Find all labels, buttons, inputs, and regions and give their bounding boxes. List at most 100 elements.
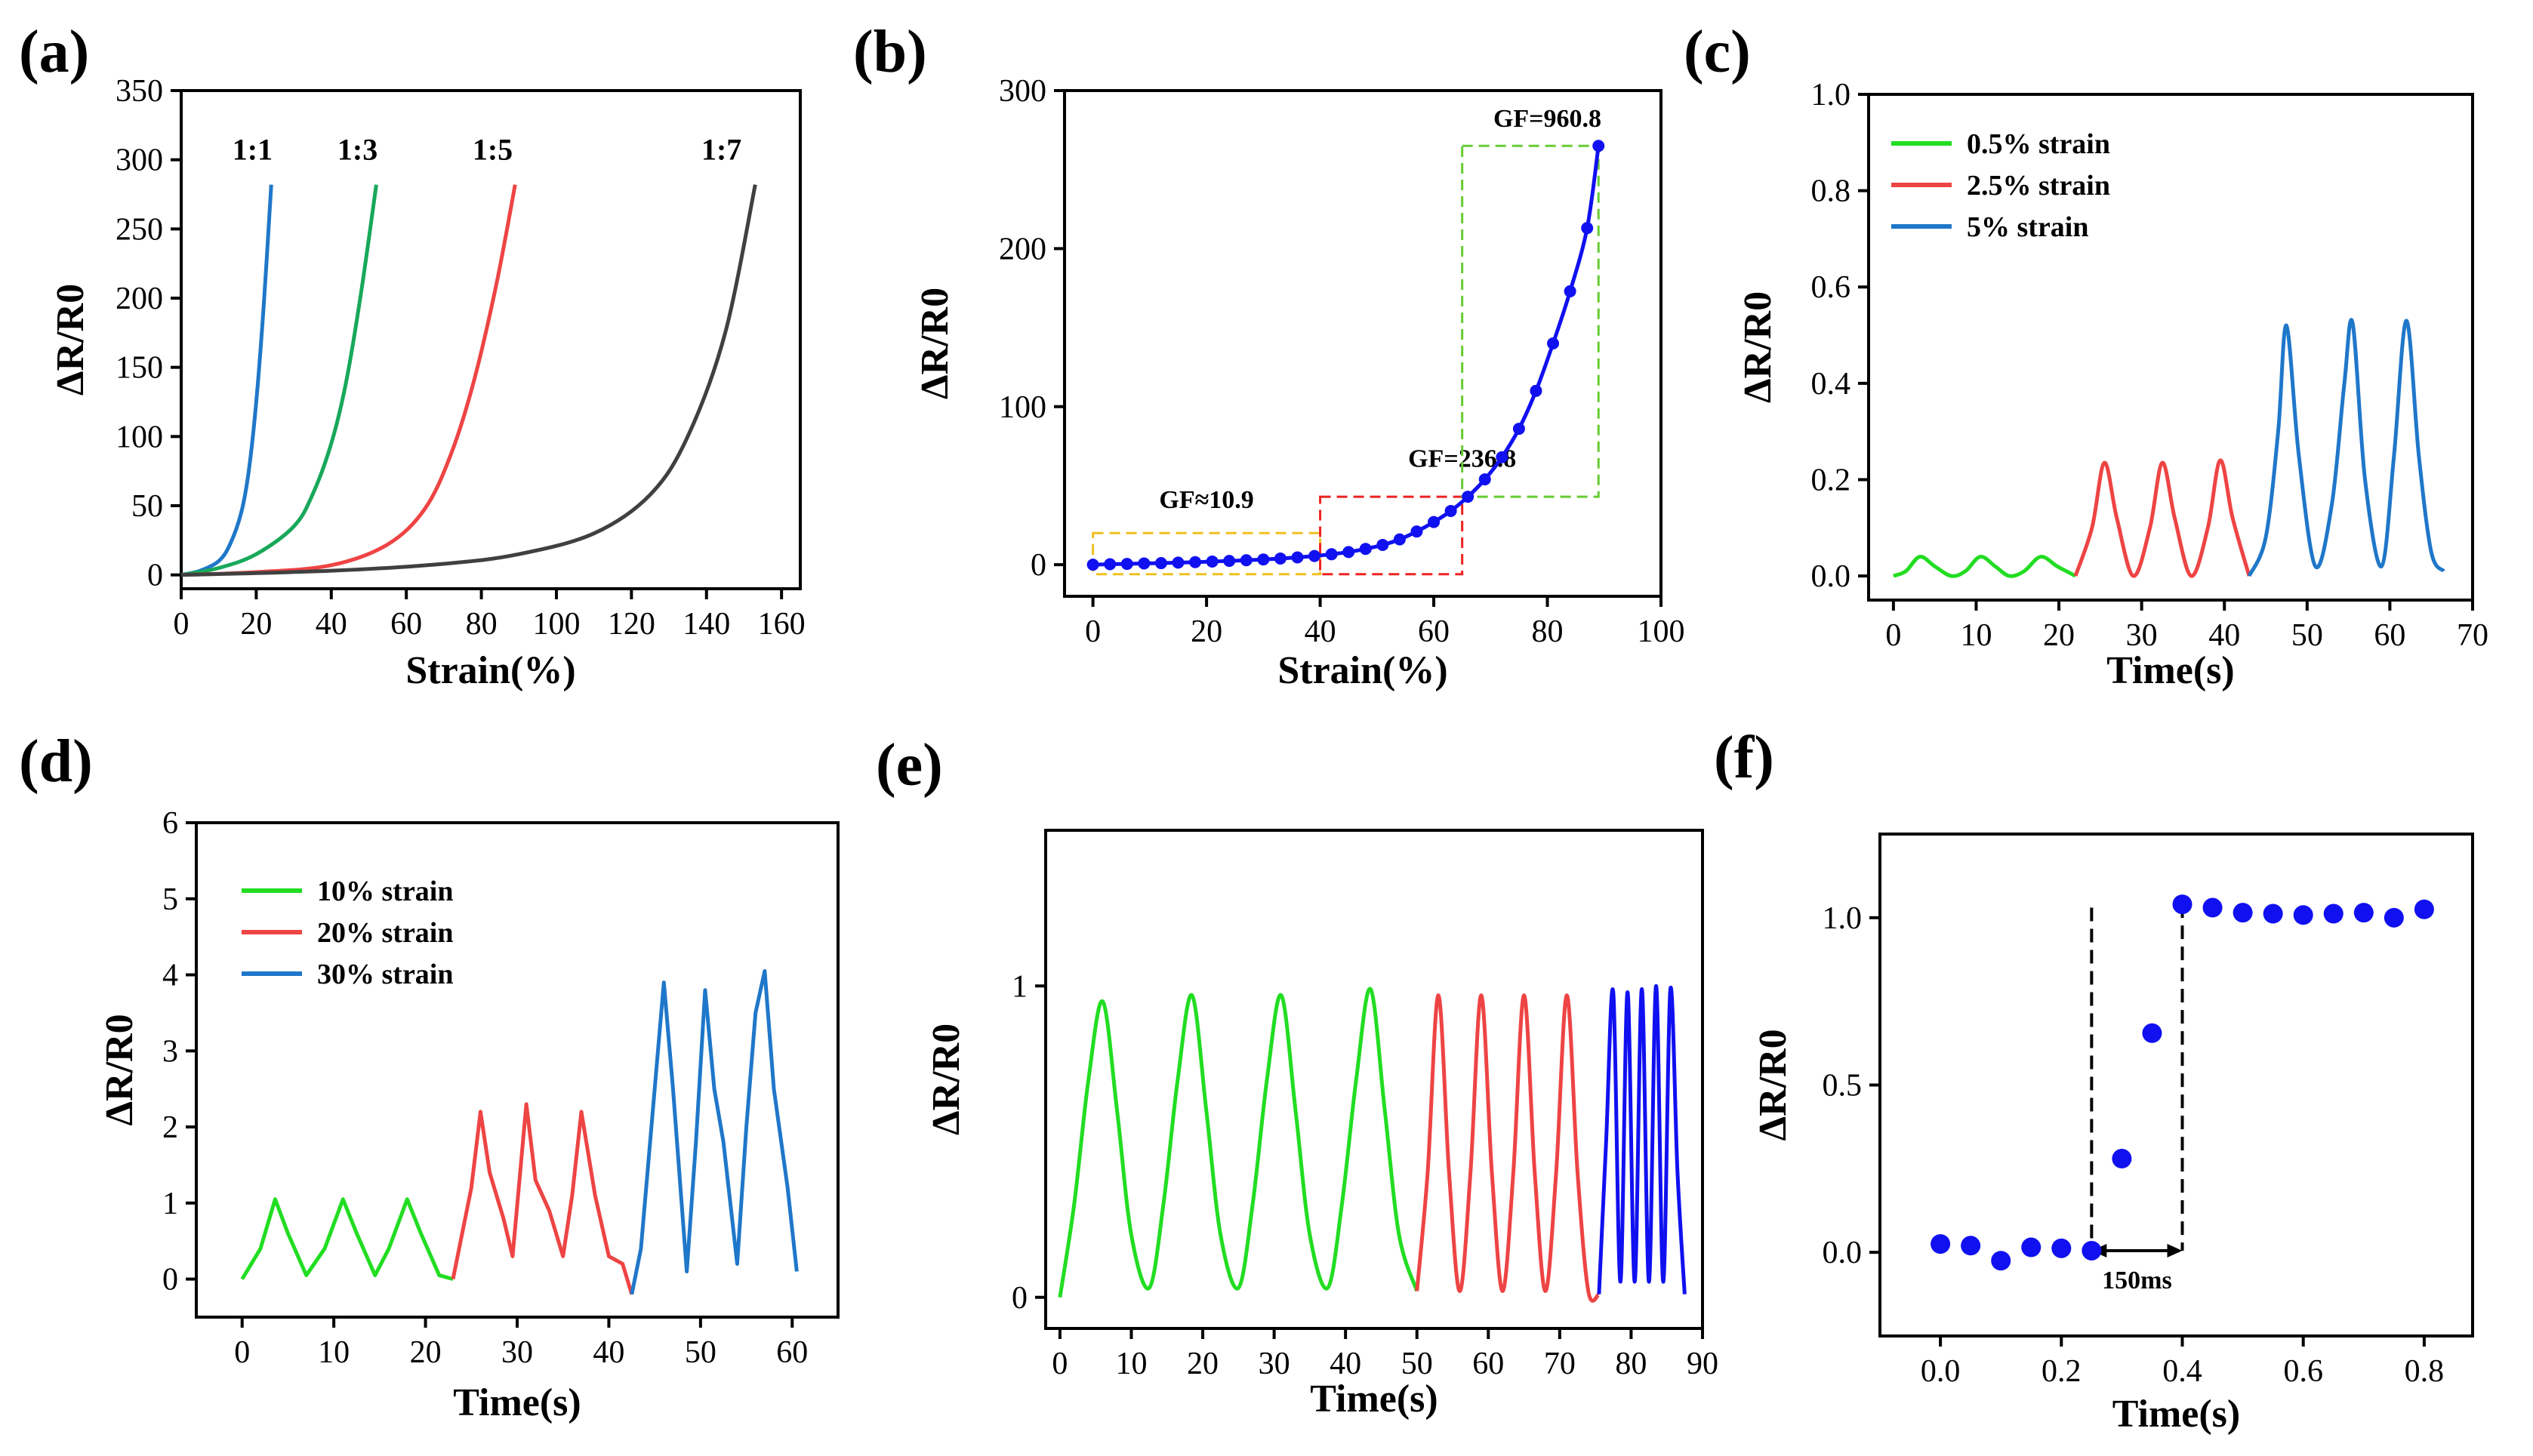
x-axis-label: Time(s) bbox=[2112, 1393, 2240, 1436]
panel-letter-b: (b) bbox=[853, 19, 927, 85]
legend-label: 5% strain bbox=[1967, 211, 2089, 243]
legend-label: 10% strain bbox=[317, 876, 454, 907]
series-line bbox=[2247, 318, 2445, 577]
y-tick-label: 250 bbox=[116, 212, 163, 247]
x-axis-label: Time(s) bbox=[2106, 649, 2234, 692]
x-tick-label: 0.8 bbox=[2405, 1354, 2445, 1389]
panel-letter-c: (c) bbox=[1684, 19, 1751, 85]
x-tick-label: 20 bbox=[410, 1335, 442, 1370]
data-point bbox=[1530, 384, 1542, 397]
data-point bbox=[1512, 423, 1525, 436]
panel-d-chart: 0 10 20 30 40 50 60 0 1 2 3 4 5 6 Time(s) ΔR/R0 10% stra… bbox=[98, 806, 840, 1424]
x-tick-label: 20 bbox=[1187, 1347, 1219, 1381]
series-line bbox=[1415, 993, 1601, 1303]
x-tick-label: 90 bbox=[1687, 1347, 1718, 1381]
response-time-label: 150ms bbox=[2102, 1267, 2172, 1294]
data-point bbox=[1189, 556, 1202, 568]
y-tick-label: 1 bbox=[162, 1187, 178, 1221]
data-point bbox=[1961, 1236, 1981, 1256]
y-axis-label: ΔR/R0 bbox=[925, 1024, 968, 1135]
data-point bbox=[1410, 525, 1423, 538]
x-tick-label: 60 bbox=[776, 1335, 808, 1370]
gf-region-box bbox=[1461, 144, 1600, 498]
y-tick-label: 4 bbox=[162, 959, 178, 993]
x-axis-label: Strain(%) bbox=[405, 649, 575, 692]
data-point bbox=[1342, 546, 1355, 559]
legend-label: 2.5% strain bbox=[1967, 170, 2110, 202]
data-point bbox=[1154, 557, 1167, 570]
plot-frame bbox=[1867, 93, 2474, 602]
data-point bbox=[2263, 903, 2283, 924]
y-tick-label: 0.8 bbox=[1811, 174, 1851, 209]
series-line bbox=[240, 1197, 454, 1282]
panel-b-chart: 0 20 40 60 80 100 0 100 200 300 Strain(%) ΔR/R0 GF≈1… bbox=[914, 74, 1685, 692]
y-tick-label: 0 bbox=[162, 1263, 178, 1297]
gf-annotation: GF≈10.9 bbox=[1159, 486, 1253, 514]
data-point bbox=[1325, 548, 1338, 561]
data-point bbox=[1291, 551, 1304, 564]
y-tick-label: 50 bbox=[131, 489, 163, 524]
y-tick-label: 0.0 bbox=[1823, 1236, 1863, 1270]
x-tick-label: 20 bbox=[1191, 614, 1222, 649]
panel-letter-f: (f) bbox=[1714, 725, 1774, 791]
x-tick-label: 50 bbox=[685, 1335, 716, 1370]
x-tick-label: 10 bbox=[1115, 1347, 1147, 1381]
data-point bbox=[2082, 1240, 2102, 1261]
data-point bbox=[1478, 473, 1491, 486]
y-tick-label: 200 bbox=[999, 232, 1046, 266]
data-point bbox=[1308, 549, 1321, 562]
x-tick-label: 0.2 bbox=[2041, 1354, 2082, 1389]
data-point bbox=[2051, 1238, 2072, 1258]
y-tick-label: 0.0 bbox=[1811, 559, 1851, 594]
data-point bbox=[1393, 533, 1406, 546]
series-line bbox=[180, 184, 378, 577]
x-tick-label: 70 bbox=[1544, 1347, 1576, 1381]
series-line bbox=[1058, 987, 1419, 1298]
series-line bbox=[1892, 555, 2077, 578]
y-tick-label: 5 bbox=[162, 882, 178, 917]
x-tick-label: 20 bbox=[240, 607, 272, 642]
x-tick-label: 50 bbox=[2291, 618, 2323, 653]
data-point bbox=[1496, 451, 1508, 463]
data-point bbox=[1138, 557, 1151, 570]
data-point bbox=[1592, 140, 1605, 152]
data-point bbox=[1172, 556, 1185, 569]
x-tick-label: 40 bbox=[2208, 618, 2240, 653]
x-tick-label: 40 bbox=[1305, 614, 1336, 649]
data-point bbox=[1991, 1251, 2011, 1271]
data-point bbox=[2112, 1149, 2132, 1169]
x-tick-label: 80 bbox=[1532, 614, 1564, 649]
series-line bbox=[180, 184, 273, 577]
x-tick-label: 0 bbox=[234, 1335, 250, 1370]
y-tick-label: 3 bbox=[162, 1034, 178, 1069]
gf-region-box bbox=[1092, 531, 1322, 576]
y-tick-label: 200 bbox=[116, 282, 163, 316]
data-point bbox=[1581, 222, 1594, 235]
panel-letter-a: (a) bbox=[19, 19, 89, 85]
x-tick-label: 30 bbox=[501, 1335, 533, 1370]
data-point bbox=[1359, 543, 1372, 556]
x-tick-label: 0.4 bbox=[2162, 1354, 2202, 1389]
plot-frame bbox=[1063, 89, 1662, 598]
panel-letter-d: (d) bbox=[19, 728, 93, 795]
x-tick-label: 60 bbox=[390, 607, 422, 642]
plot-frame bbox=[180, 89, 802, 590]
x-tick-label: 140 bbox=[683, 607, 730, 642]
data-point bbox=[1376, 538, 1389, 551]
arrow-head-right bbox=[2167, 1243, 2183, 1257]
data-point bbox=[1086, 559, 1099, 571]
data-point bbox=[2414, 899, 2434, 919]
x-axis-label: Time(s) bbox=[453, 1381, 581, 1424]
data-point bbox=[1444, 504, 1457, 517]
legend-label: 0.5% strain bbox=[1967, 128, 2110, 160]
x-tick-label: 80 bbox=[1615, 1347, 1647, 1381]
data-point bbox=[1428, 516, 1441, 528]
x-tick-label: 10 bbox=[1960, 618, 1992, 653]
data-point bbox=[1564, 285, 1576, 297]
legend-label: 20% strain bbox=[317, 917, 454, 949]
y-tick-label: 1.0 bbox=[1823, 901, 1863, 936]
x-tick-label: 30 bbox=[1259, 1347, 1290, 1381]
panel-e-chart: 0 10 20 30 40 50 60 70 80 90 0 1 Time(s) ΔR/R0 bbox=[925, 829, 1718, 1421]
x-axis-label: Time(s) bbox=[1310, 1378, 1438, 1421]
